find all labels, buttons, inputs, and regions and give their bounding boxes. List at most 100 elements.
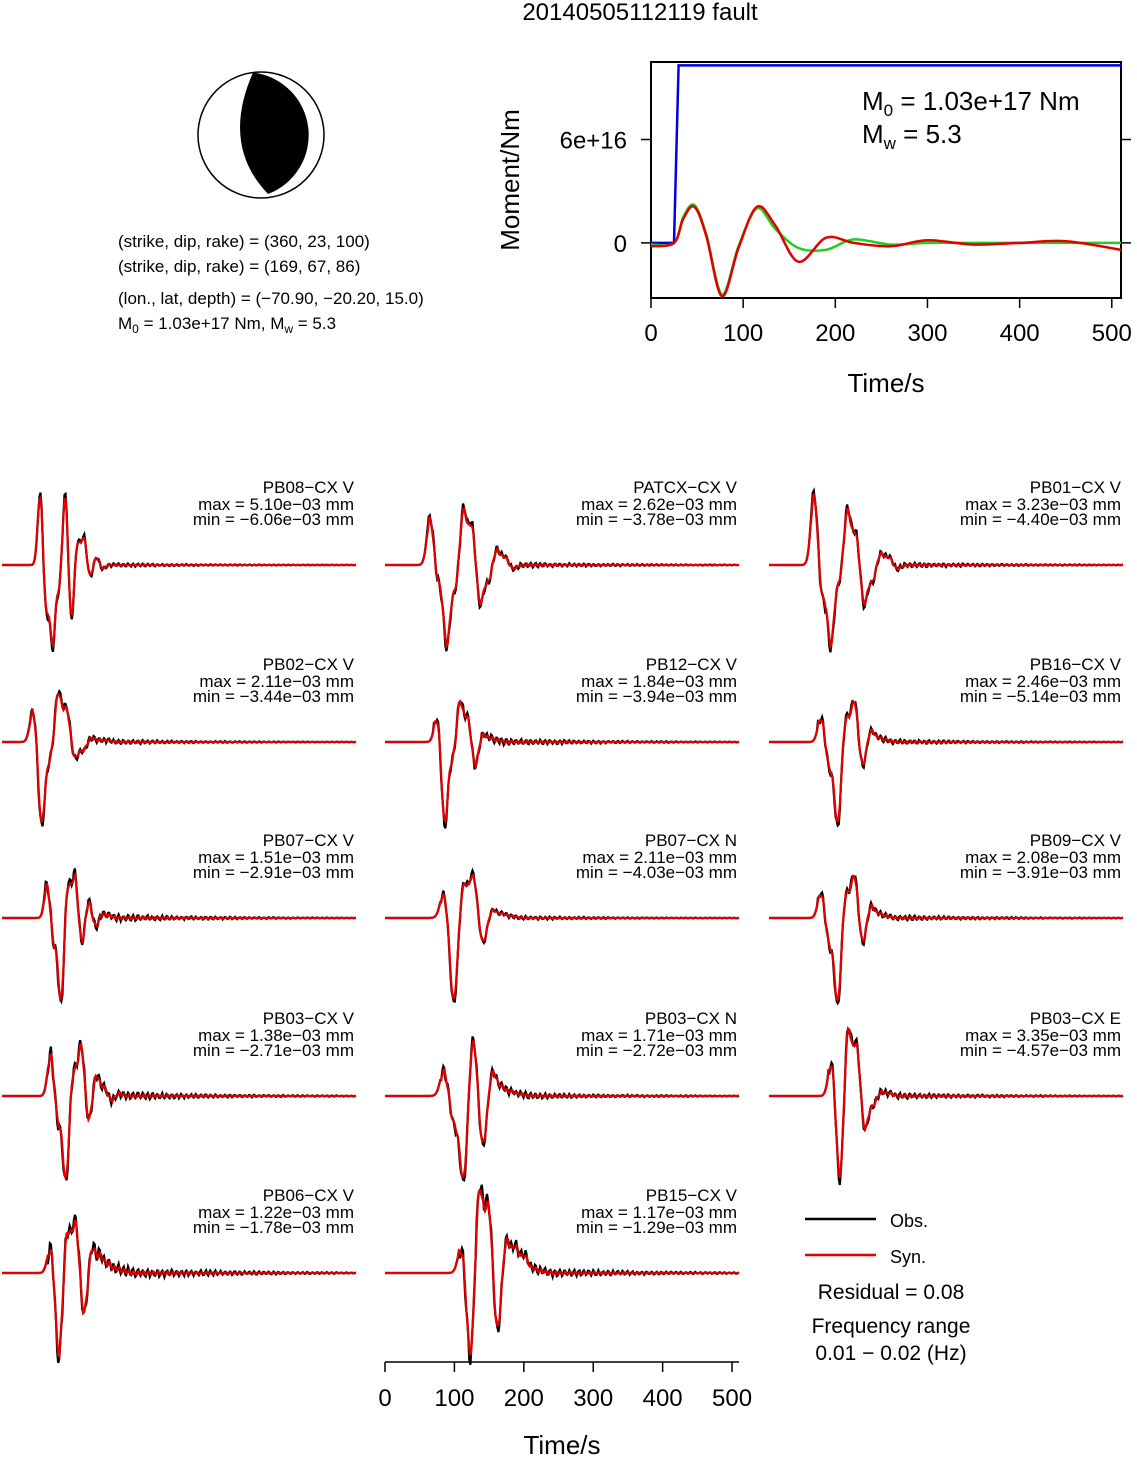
station-label: PB12−CX V [646,655,738,674]
station-max: max = 2.46e−03 mm [965,672,1121,691]
station-label: PB03−CX V [263,1009,355,1028]
synthetic-trace [769,493,1124,651]
station-max: max = 1.71e−03 mm [581,1026,737,1045]
hypocenter-line: (lon., lat, depth) = (−70.90, −20.20, 15… [118,289,424,308]
moment-xtick-label: 300 [907,320,947,347]
synthetic-trace [2,494,357,650]
synthetic-trace [385,1187,740,1356]
station-label: PB15−CX V [646,1186,738,1205]
moment-xtick-label: 100 [723,320,763,347]
station-label: PB07−CX N [645,831,737,850]
synthetic-trace [769,873,1124,1002]
waveform-xtick-label: 0 [378,1385,391,1412]
station-min: min = −1.78e−03 mm [193,1218,354,1237]
station-label: PB07−CX V [263,831,355,850]
moment-ylabel: Moment/Nm [495,109,525,251]
observed-trace [2,1039,357,1181]
moment-ytick-label: 6e+16 [560,128,627,155]
station-max: max = 1.22e−03 mm [198,1203,354,1222]
moment-series-red [650,204,1122,298]
observed-trace [2,868,357,1005]
station-label: PATCX−CX V [633,478,737,497]
moment-m0-annotation: M0 = 1.03e+17 Nm [862,86,1080,120]
legend-obs-label: Obs. [890,1211,928,1231]
synthetic-trace [385,698,740,825]
station-min: min = −2.91e−03 mm [193,863,354,882]
moment-xtick-label: 400 [1000,320,1040,347]
station-max: max = 1.51e−03 mm [198,848,354,867]
station-min: min = −6.06e−03 mm [193,510,354,529]
station-label: PB09−CX V [1030,831,1122,850]
waveform-xtick-label: 100 [434,1385,474,1412]
station-max: max = 3.35e−03 mm [965,1026,1121,1045]
moment-xtick-label: 500 [1092,320,1132,347]
waveform-xtick-label: 200 [504,1385,544,1412]
station-max: max = 3.23e−03 mm [965,495,1121,514]
observed-trace [385,867,740,1003]
station-label: PB16−CX V [1030,655,1122,674]
station-min: min = −4.57e−03 mm [960,1041,1121,1060]
station-label: PB02−CX V [263,655,355,674]
station-max: max = 5.10e−03 mm [198,495,354,514]
beachball-compression-quadrant [240,72,309,194]
station-min: min = −2.72e−03 mm [576,1041,737,1060]
waveform-xtick-label: 300 [573,1385,613,1412]
station-label: PB03−CX N [645,1009,737,1028]
station-min: min = −4.03e−03 mm [576,863,737,882]
synthetic-trace [385,506,740,650]
station-max: max = 1.84e−03 mm [581,672,737,691]
nodal-plane-1: (strike, dip, rake) = (360, 23, 100) [118,232,370,251]
station-min: min = −3.91e−03 mm [960,863,1121,882]
moment-ytick-label: 0 [614,231,627,258]
residual-text: Residual = 0.08 [818,1281,965,1304]
moment-xlabel: Time/s [847,368,924,398]
station-max: max = 1.17e−03 mm [581,1203,737,1222]
station-max: max = 1.38e−03 mm [198,1026,354,1045]
waveform-time-axis: 0 100 200 300 400 500 [378,1361,752,1412]
moment-xtick-label: 0 [644,320,657,347]
station-max: max = 2.08e−03 mm [965,848,1121,867]
station-min: min = −1.29e−03 mm [576,1218,737,1237]
focal-mechanism-beachball [197,71,325,199]
moment-series-green [650,203,1121,296]
station-label: PB01−CX V [1030,478,1122,497]
nodal-plane-2: (strike, dip, rake) = (169, 67, 86) [118,257,360,276]
station-label: PB06−CX V [263,1186,355,1205]
moment-line: M0 = 1.03e+17 Nm, Mw = 5.3 [118,314,336,336]
moment-mw-annotation: Mw = 5.3 [862,119,962,153]
station-min: min = −3.78e−03 mm [576,510,737,529]
frequency-range-value: 0.01 − 0.02 (Hz) [815,1342,966,1365]
station-min: min = −5.14e−03 mm [960,687,1121,706]
station-label: PB08−CX V [263,478,355,497]
synthetic-trace [769,699,1124,824]
station-min: min = −2.71e−03 mm [193,1041,354,1060]
observed-trace [385,700,740,829]
figure-title: 20140505112119 fault [522,0,758,26]
station-max: max = 2.11e−03 mm [582,848,737,867]
synthetic-trace [385,873,740,1001]
frequency-range-label: Frequency range [812,1315,971,1338]
station-max: max = 2.11e−03 mm [199,672,354,691]
synthetic-trace [385,1040,740,1179]
waveform-xtick-label: 400 [643,1385,683,1412]
station-min: min = −3.44e−03 mm [193,687,354,706]
station-min: min = −3.94e−03 mm [576,687,737,706]
legend-syn-label: Syn. [890,1247,926,1267]
synthetic-trace [769,1025,1124,1178]
moment-series-blue [651,64,1121,245]
